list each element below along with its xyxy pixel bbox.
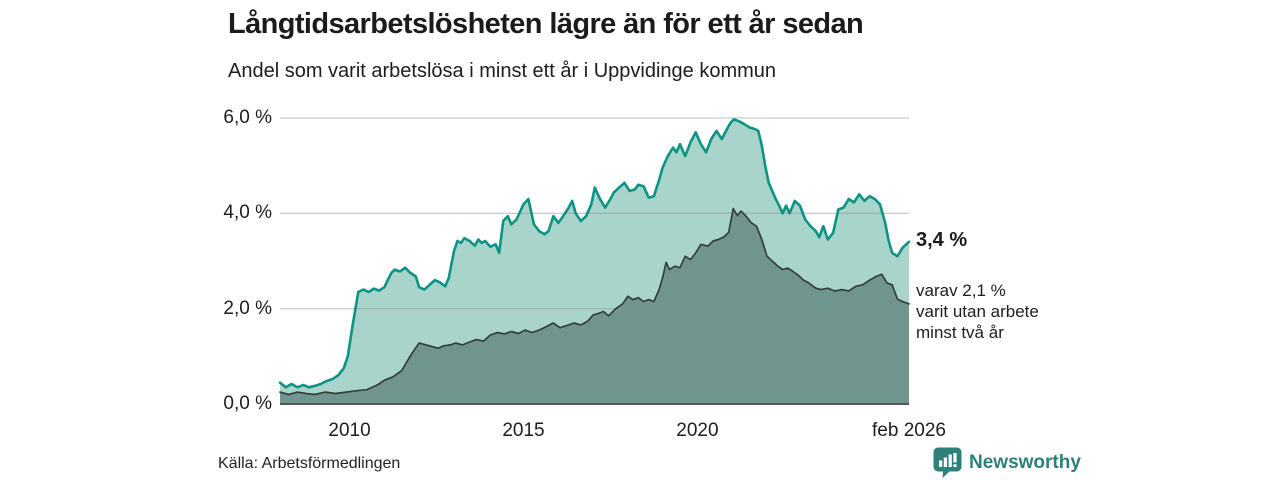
- x-tick-label: 2010: [328, 420, 371, 441]
- brand-name: Newsworthy: [969, 452, 1081, 473]
- chart-subtitle: Andel som varit arbetslösa i minst ett å…: [228, 60, 777, 82]
- x-tick-label: 2020: [676, 420, 719, 441]
- page-title: Långtidsarbetslösheten lägre än för ett …: [228, 8, 864, 40]
- y-tick-label: 6,0 %: [223, 107, 272, 128]
- series-line-utan-arbete-minst-tva-ar: [279, 207, 910, 396]
- source-note: Källa: Arbetsförmedlingen: [218, 455, 401, 472]
- series-area-utan-arbete-minst-tva-ar: [280, 208, 909, 404]
- y-tick-label: 4,0 %: [223, 202, 272, 224]
- newsworthy-icon: [933, 447, 962, 478]
- y-tick-label: 0,0 %: [223, 393, 272, 414]
- x-tick-label: feb 2026: [872, 420, 946, 441]
- end-value-label: 3,4 %: [916, 229, 968, 251]
- end-sub-label: varav 2,1 % varit utan arbete minst två …: [916, 280, 1039, 343]
- y-tick-label: 2,0 %: [223, 297, 272, 319]
- x-tick-label: 2015: [502, 420, 545, 441]
- end-sub-label-line: varav 2,1 %: [916, 281, 1006, 300]
- end-sub-label-line: minst två år: [916, 323, 1004, 342]
- end-sub-label-line: varit utan arbete: [916, 302, 1039, 321]
- brand-logo: Newsworthy: [933, 447, 1081, 478]
- series-line-arbetslosa-minst-ett-ar: [278, 118, 911, 389]
